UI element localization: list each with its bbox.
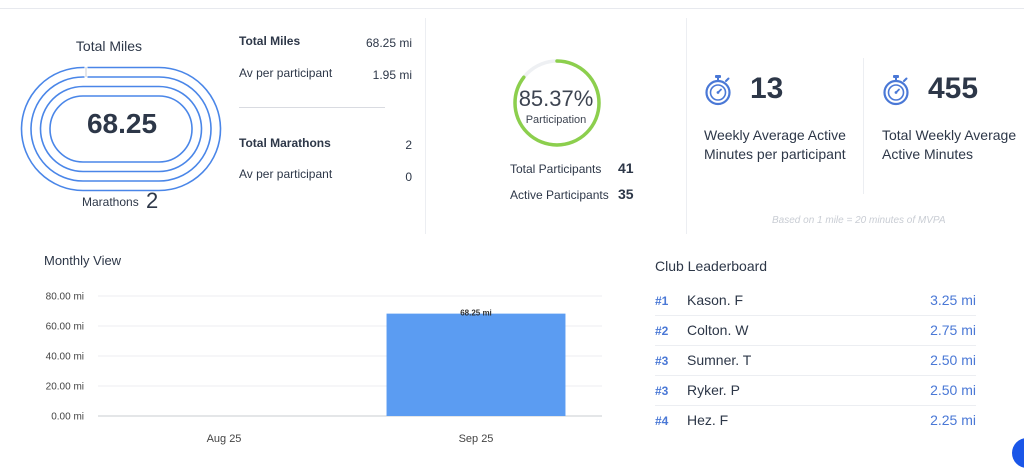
leaderboard-row: #1 Kason. F 3.25 mi xyxy=(655,286,976,316)
leaderboard-rank: #1 xyxy=(655,294,669,308)
active-participants-label: Active Participants xyxy=(510,188,609,202)
bar-data-label: 68.25 mi xyxy=(460,309,492,318)
leaderboard-name: Ryker. P xyxy=(687,382,740,398)
chat-launcher-button[interactable] xyxy=(1012,438,1024,468)
running-track-icon xyxy=(20,66,222,192)
total-miles-value: 68.25 xyxy=(86,108,158,139)
stat-av-miles-label: Av per participant xyxy=(239,66,333,80)
section-divider xyxy=(686,18,687,234)
leaderboard-row: #4 Hez. F 2.25 mi xyxy=(655,406,976,436)
active-participants-value: 35 xyxy=(618,186,634,202)
y-tick-label: 0.00 mi xyxy=(51,412,84,423)
participation-ring xyxy=(513,59,601,147)
total-miles-title: Total Miles xyxy=(75,38,143,54)
leaderboard-row: #2 Colton. W 2.75 mi xyxy=(655,316,976,346)
weekly-divider xyxy=(863,58,864,194)
stat-total-miles-label: Total Miles xyxy=(239,34,301,48)
weekly-per-participant-value: 13 xyxy=(750,72,784,105)
weekly-total-label-1: Total Weekly Average xyxy=(882,127,1017,143)
leaderboard-miles: 2.50 mi xyxy=(930,382,976,398)
marathons-value: 2 xyxy=(146,188,159,213)
section-divider xyxy=(425,18,426,234)
leaderboard-name: Colton. W xyxy=(687,322,749,338)
chart-bar xyxy=(386,313,566,416)
marathons-label: Marathons xyxy=(82,195,139,209)
leaderboard-row: #3 Ryker. P 2.50 mi xyxy=(655,376,976,406)
stat-total-miles-value: 68.25 mi xyxy=(365,36,412,50)
weekly-per-participant-label-1: Weekly Average Active xyxy=(704,127,846,143)
y-tick-label: 20.00 mi xyxy=(46,382,84,393)
leaderboard-title: Club Leaderboard xyxy=(655,258,768,274)
leaderboard-miles: 3.25 mi xyxy=(930,292,976,308)
mvpa-footnote: Based on 1 mile = 20 minutes of MVPA xyxy=(772,215,946,226)
leaderboard-row-divider xyxy=(655,345,976,346)
top-divider xyxy=(0,8,1024,9)
leaderboard-row: #3 Sumner. T 2.50 mi xyxy=(655,346,976,376)
leaderboard-rank: #3 xyxy=(655,354,669,368)
leaderboard-rank: #2 xyxy=(655,324,669,338)
x-tick-label: Aug 25 xyxy=(207,433,242,445)
leaderboard-row-divider xyxy=(655,315,976,316)
x-tick-label: Sep 25 xyxy=(459,433,494,445)
y-tick-label: 40.00 mi xyxy=(46,352,84,363)
leaderboard-rank: #4 xyxy=(655,414,669,428)
stat-av-marathons-value: 0 xyxy=(405,170,412,184)
leaderboard-row-divider xyxy=(655,375,976,376)
leaderboard-miles: 2.25 mi xyxy=(930,412,976,428)
monthly-view-title: Monthly View xyxy=(44,253,122,268)
stopwatch-icon xyxy=(883,75,909,106)
stat-av-miles-value: 1.95 mi xyxy=(372,68,412,82)
leaderboard-miles: 2.75 mi xyxy=(930,322,976,338)
weekly-per-participant-label-2: Minutes per participant xyxy=(704,146,846,162)
leaderboard-rank: #3 xyxy=(655,384,669,398)
stats-divider xyxy=(239,107,385,108)
leaderboard-row-divider xyxy=(655,405,976,406)
weekly-total-label-2: Active Minutes xyxy=(882,146,974,162)
y-tick-label: 60.00 mi xyxy=(46,322,84,333)
leaderboard-name: Sumner. T xyxy=(687,352,752,368)
stat-total-marathons-label: Total Marathons xyxy=(239,136,331,150)
total-participants-value: 41 xyxy=(618,160,634,176)
stat-av-marathons-label: Av per participant xyxy=(239,167,333,181)
leaderboard-miles: 2.50 mi xyxy=(930,352,976,368)
participation-percent: 85.37% xyxy=(518,86,594,111)
leaderboard-name: Kason. F xyxy=(687,292,744,308)
stopwatch-icon xyxy=(705,75,731,106)
total-participants-label: Total Participants xyxy=(510,162,602,176)
weekly-total-value: 455 xyxy=(928,72,979,105)
participation-label: Participation xyxy=(525,114,587,126)
y-tick-label: 80.00 mi xyxy=(46,292,84,303)
monthly-bar-chart: 0.00 mi 20.00 mi 40.00 mi 60.00 mi 80.00 mi A… xyxy=(46,292,602,445)
leaderboard-name: Hez. F xyxy=(687,412,729,428)
stat-total-marathons-value: 2 xyxy=(405,138,412,152)
